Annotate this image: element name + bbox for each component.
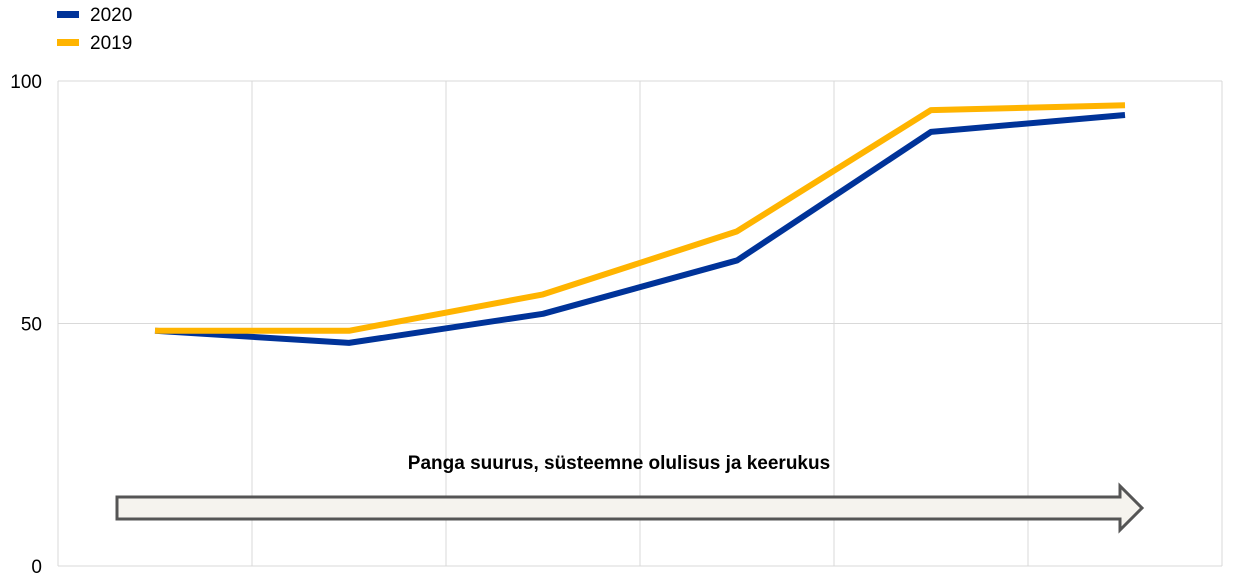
y-tick-label: 50 (21, 315, 42, 336)
y-tick-label: 0 (31, 557, 42, 578)
legend-swatch-2019 (57, 39, 79, 46)
legend: 2020 2019 (57, 5, 132, 54)
annotation-arrow-group: Panga suurus, süsteemne olulisus ja keer… (115, 453, 1145, 534)
y-axis-ticks: 0 50 100 (10, 72, 42, 578)
annotation-label: Panga suurus, süsteemne olulisus ja keer… (408, 453, 830, 474)
series-line-2020 (154, 111, 1126, 346)
legend-label-2019: 2019 (90, 33, 132, 54)
series-line-2019 (155, 102, 1126, 334)
legend-label-2020: 2020 (90, 5, 132, 26)
grid (57, 80, 1223, 567)
y-tick-label: 100 (10, 72, 42, 93)
direction-arrow (115, 482, 1145, 534)
legend-swatch-2020 (57, 11, 79, 18)
series-lines (154, 102, 1126, 346)
